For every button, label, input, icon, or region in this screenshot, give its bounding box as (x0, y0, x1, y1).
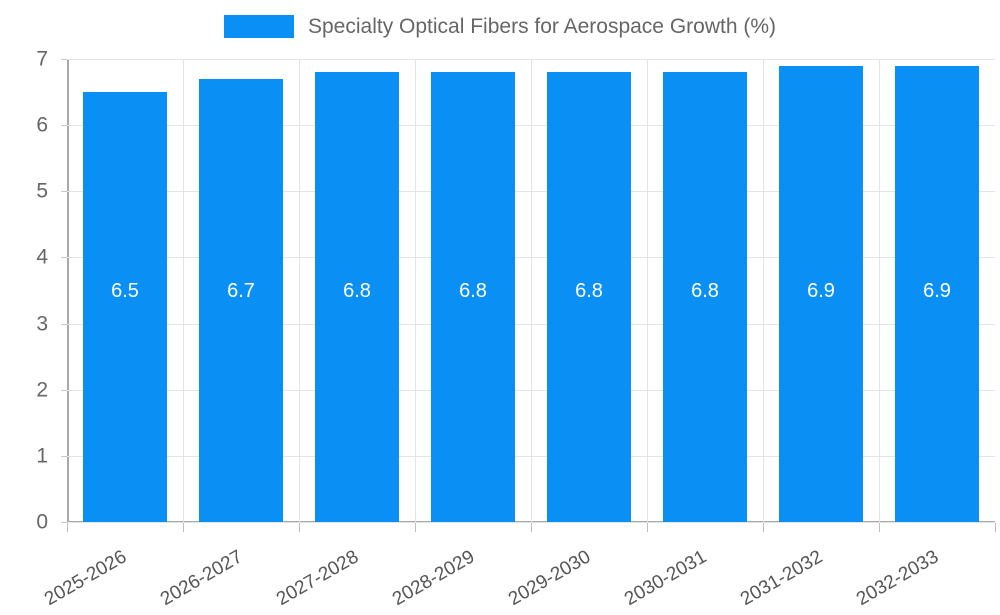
y-tick-mark (61, 455, 67, 457)
x-tick-mark (763, 523, 764, 532)
gridline-horizontal (67, 522, 995, 523)
gridline-vertical (183, 59, 184, 522)
gridline-vertical (647, 59, 648, 522)
x-tick-mark (67, 523, 68, 532)
bar[interactable]: 6.8 (431, 72, 515, 522)
y-tick-label: 5 (36, 179, 48, 203)
y-tick-mark (61, 59, 67, 60)
gridline-vertical (879, 59, 880, 522)
y-tick-label: 6 (36, 113, 48, 137)
x-tick-mark (183, 523, 184, 532)
legend-label: Specialty Optical Fibers for Aerospace G… (307, 14, 776, 38)
x-tick-label: 2032-2033 (853, 546, 943, 611)
y-tick-mark (61, 125, 67, 127)
x-tick-label: 2028-2029 (389, 546, 479, 611)
bar-value-label: 6.7 (227, 279, 255, 302)
y-axis-labels: 0 1 2 3 4 5 6 7 (0, 0, 60, 600)
x-tick-label: 2030-2031 (621, 546, 711, 611)
gridline-vertical (531, 59, 532, 522)
y-axis-line (67, 59, 69, 523)
gridline-vertical (763, 59, 764, 522)
bar[interactable]: 6.9 (779, 65, 863, 522)
plot-area: 6.5 6.7 6.8 6.8 6.8 6.8 6.9 6.9 (61, 59, 995, 523)
bar[interactable]: 6.8 (547, 72, 631, 522)
chart-legend: Specialty Optical Fibers for Aerospace G… (0, 12, 1000, 40)
x-tick-mark (647, 523, 648, 532)
legend-color-swatch (223, 14, 294, 38)
gridline-vertical (415, 59, 416, 522)
x-tick-label: 2031-2032 (737, 546, 827, 611)
bar[interactable]: 6.5 (83, 92, 167, 522)
x-tick-mark (995, 523, 996, 532)
bar-value-label: 6.9 (807, 279, 835, 302)
y-tick-label: 0 (36, 510, 48, 534)
y-tick-label: 7 (36, 47, 48, 71)
gridline-vertical (299, 59, 300, 522)
bar[interactable]: 6.8 (663, 72, 747, 522)
y-tick-mark (61, 191, 67, 193)
bar-value-label: 6.5 (111, 279, 139, 302)
bar-value-label: 6.8 (691, 279, 719, 302)
bar-value-label: 6.8 (459, 279, 487, 302)
x-tick-mark (415, 523, 416, 532)
y-tick-label: 4 (36, 245, 48, 269)
y-tick-label: 3 (36, 312, 48, 336)
y-tick-label: 1 (36, 444, 48, 468)
y-tick-mark (61, 389, 67, 391)
bar-value-label: 6.8 (575, 279, 603, 302)
x-tick-label: 2029-2030 (505, 546, 595, 611)
x-tick-mark (299, 523, 300, 532)
x-tick-label: 2027-2028 (273, 546, 363, 611)
bar-value-label: 6.8 (343, 279, 371, 302)
bar[interactable]: 6.7 (199, 78, 283, 522)
x-tick-mark (531, 523, 532, 532)
x-tick-label: 2026-2027 (157, 546, 247, 611)
bar[interactable]: 6.9 (895, 65, 979, 522)
y-tick-mark (61, 522, 67, 523)
y-tick-mark (61, 323, 67, 325)
y-tick-mark (61, 257, 67, 259)
x-tick-mark (879, 523, 880, 532)
bar[interactable]: 6.8 (315, 72, 399, 522)
y-tick-label: 2 (36, 378, 48, 402)
bar-value-label: 6.9 (923, 279, 951, 302)
